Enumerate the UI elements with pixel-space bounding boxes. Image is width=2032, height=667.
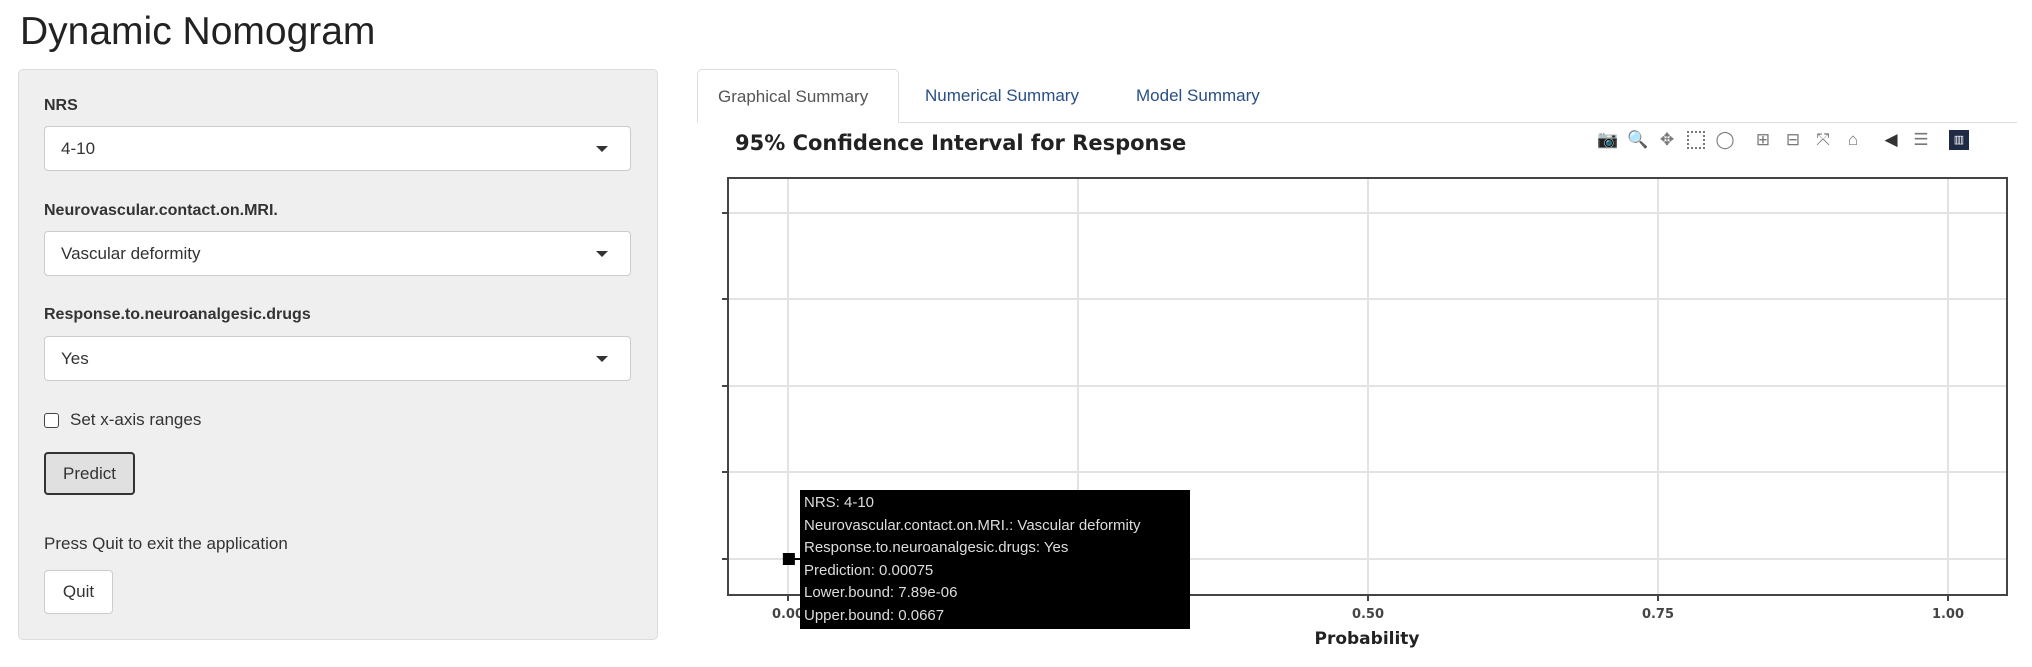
plot-toolbar: 📷 🔍 ✥ ◯ ⊞ ⊟ ⤧ ⌂ ◀ ☰ ▥	[1597, 127, 1969, 153]
tooltip-line: Response.to.neuroanalgesic.drugs: Yes	[804, 539, 1069, 556]
xaxis-range-label: Set x-axis ranges	[70, 410, 202, 429]
prediction-point	[782, 553, 795, 565]
nrs-label: NRS	[44, 97, 78, 114]
tooltip-line: Prediction: 0.00075	[804, 561, 934, 579]
tooltip-line: Upper.bound: 0.0667	[804, 606, 945, 624]
response-label: Response.to.neuroanalgesic.drugs	[44, 306, 311, 323]
compare-data-icon[interactable]: ☰	[1913, 130, 1929, 149]
pan-icon[interactable]: ✥	[1659, 130, 1675, 149]
zoom-in-icon[interactable]: ⊞	[1755, 130, 1771, 149]
neuro-value: Vascular deformity	[61, 244, 201, 263]
chevron-down-icon	[596, 356, 608, 362]
quit-hint: Press Quit to exit the application	[44, 534, 288, 553]
xaxis-range-checkbox[interactable]	[44, 413, 59, 428]
tab-model-summary[interactable]: Model Summary	[1136, 86, 1260, 105]
zoom-icon[interactable]: 🔍	[1627, 130, 1649, 149]
tab-graphical-summary[interactable]: Graphical Summary	[697, 69, 899, 123]
plotly-logo-icon[interactable]: ▥	[1949, 130, 1969, 150]
page-title: Dynamic Nomogram	[20, 10, 376, 53]
tooltip-line: Lower.bound: 7.89e-06	[804, 584, 958, 601]
tab-numerical-summary[interactable]: Numerical Summary	[925, 86, 1079, 105]
x-tick-label: 0.50	[1352, 607, 1384, 622]
neuro-label: Neurovascular.contact.on.MRI.	[44, 202, 278, 219]
box-select-icon[interactable]	[1687, 131, 1705, 149]
neuro-select[interactable]: Vascular deformity	[44, 231, 631, 276]
reset-axes-icon[interactable]: ⌂	[1847, 130, 1859, 149]
x-axis-label: Probability	[1314, 629, 1419, 649]
predict-button[interactable]: Predict	[44, 452, 135, 495]
chevron-down-icon	[596, 251, 608, 257]
x-tick-label: 1.00	[1932, 607, 1964, 622]
quit-button[interactable]: Quit	[44, 570, 113, 614]
response-select[interactable]: Yes	[44, 336, 631, 381]
hover-tooltip: NRS: 4-10 Neurovascular.contact.on.MRI.:…	[800, 490, 1190, 629]
x-tick-label: 0.75	[1642, 607, 1674, 622]
lasso-select-icon[interactable]: ◯	[1715, 130, 1735, 149]
x-tick-label: 0.00	[772, 607, 804, 622]
nrs-select[interactable]: 4-10	[44, 126, 631, 171]
show-closest-icon[interactable]: ◀	[1884, 130, 1898, 149]
chart-title: 95% Confidence Interval for Response	[735, 131, 1187, 155]
tab-divider	[697, 122, 2017, 123]
chevron-down-icon	[596, 146, 608, 152]
response-value: Yes	[61, 349, 89, 368]
nrs-value: 4-10	[61, 139, 96, 158]
tooltip-line: NRS: 4-10	[804, 494, 875, 511]
autoscale-icon[interactable]: ⤧	[1816, 130, 1830, 149]
zoom-out-icon[interactable]: ⊟	[1785, 130, 1801, 149]
tooltip-line: Neurovascular.contact.on.MRI.: Vascular …	[804, 516, 1141, 534]
camera-icon[interactable]: 📷	[1597, 130, 1619, 149]
